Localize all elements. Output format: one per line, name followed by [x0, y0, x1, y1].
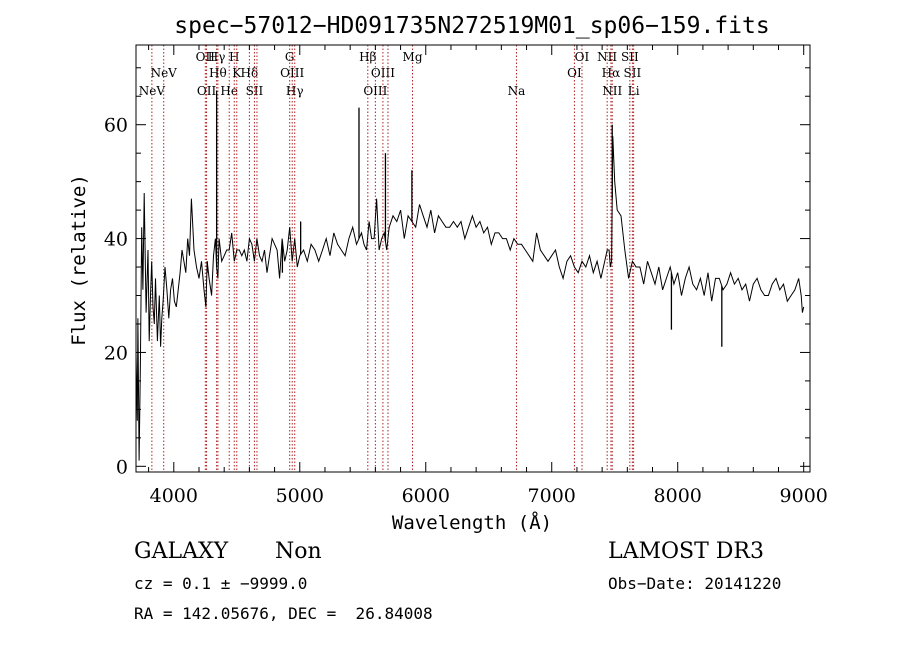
line-marker-label: SII	[621, 50, 639, 64]
x-tick-label: 9000	[780, 485, 828, 507]
line-marker-label: K	[232, 66, 242, 80]
x-tick-label: 4000	[150, 485, 198, 507]
line-marker-label: OI	[567, 66, 582, 80]
line-marker-label: NeV	[151, 66, 178, 80]
x-tick-label: 8000	[654, 485, 702, 507]
line-marker-label: OII	[197, 84, 217, 98]
line-marker-label: NII	[597, 50, 617, 64]
line-marker-label: G	[285, 50, 295, 64]
line-marker-label: NeV	[139, 84, 166, 98]
line-marker-label: Hθ	[209, 66, 227, 80]
chart-title: spec−57012−HD091735N272519M01_sp06−159.f…	[174, 13, 769, 39]
y-tick-label: 20	[104, 342, 128, 364]
line-marker-label: OIII	[363, 84, 387, 98]
y-tick-label: 60	[104, 115, 128, 137]
line-marker-label: OII	[196, 50, 216, 64]
x-tick-label: 6000	[402, 485, 450, 507]
ra-dec-coordinates: RA = 142.05676, DEC = 26.84008	[134, 604, 433, 623]
line-marker-label: Hα	[602, 66, 621, 80]
survey-name: LAMOST DR3	[608, 539, 764, 564]
line-marker-label: SII	[624, 66, 642, 80]
line-marker-label: Li	[628, 84, 640, 98]
spectrum-line	[135, 136, 805, 461]
line-marker-label: H	[229, 50, 239, 64]
line-marker-label: He	[220, 84, 238, 98]
line-marker-label: Na	[508, 84, 526, 98]
line-marker-label: OI	[575, 50, 590, 64]
x-axis-label: Wavelength (Å)	[392, 511, 552, 534]
x-tick-label: 5000	[276, 485, 324, 507]
line-marker-label: Hδ	[241, 66, 259, 80]
y-tick-label: 0	[116, 456, 128, 478]
line-marker-label: Hγ	[208, 50, 226, 64]
redshift-cz: cz = 0.1 ± −9999.0	[134, 574, 308, 593]
object-subclass: Non	[275, 539, 322, 564]
line-marker-label: Hγ	[286, 84, 304, 98]
observation-date: Obs−Date: 20141220	[608, 574, 782, 593]
y-axis-label: Flux (relative)	[68, 174, 90, 346]
line-marker-label: OIII	[371, 66, 395, 80]
line-marker-label: OIII	[280, 66, 304, 80]
x-tick-label: 7000	[528, 485, 576, 507]
line-marker-label: NII	[602, 84, 622, 98]
line-marker-label: Hβ	[359, 50, 376, 64]
plot-frame	[135, 44, 811, 473]
line-marker-label: Mg	[403, 50, 423, 64]
y-tick-label: 40	[104, 229, 128, 251]
line-marker-label: SII	[246, 84, 264, 98]
object-class: GALAXY	[134, 539, 229, 564]
